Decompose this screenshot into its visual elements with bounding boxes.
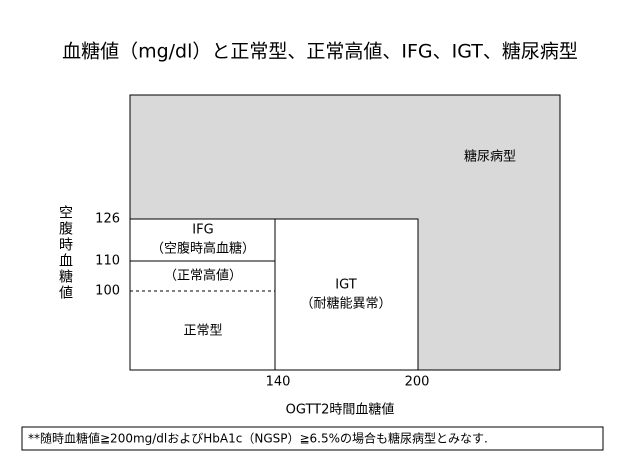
y-tick-label: 100 (95, 284, 120, 299)
x-axis-label: OGTT2時間血糖値 (286, 402, 395, 418)
region-label: （耐糖能異常） (300, 296, 391, 312)
footnote: **随時血糖値≧200mg/dlおよびHbA1c（NGSP）≧6.5%の場合も糖… (28, 431, 488, 446)
region-label: IGT (335, 278, 356, 293)
region-label: （正常高値） (164, 268, 242, 284)
title: 血糖値（mg/dl）と正常型、正常高値、IFG、IGT、糖尿病型 (62, 41, 578, 63)
footnote-box (21, 426, 604, 451)
region-label: 正常型 (183, 324, 222, 339)
x-tick-label: 200 (405, 375, 430, 390)
y-tick-label: 126 (95, 212, 120, 227)
non-diabetes-area (129, 218, 419, 371)
region-label: IFG (192, 223, 213, 238)
y-axis-label: 空腹時血糖値 (57, 205, 73, 301)
y-tick-label: 110 (95, 254, 120, 269)
region-label: （空腹時高血糖） (151, 241, 255, 257)
region-label: 糖尿病型 (464, 149, 516, 165)
x-tick-label: 140 (266, 375, 291, 390)
